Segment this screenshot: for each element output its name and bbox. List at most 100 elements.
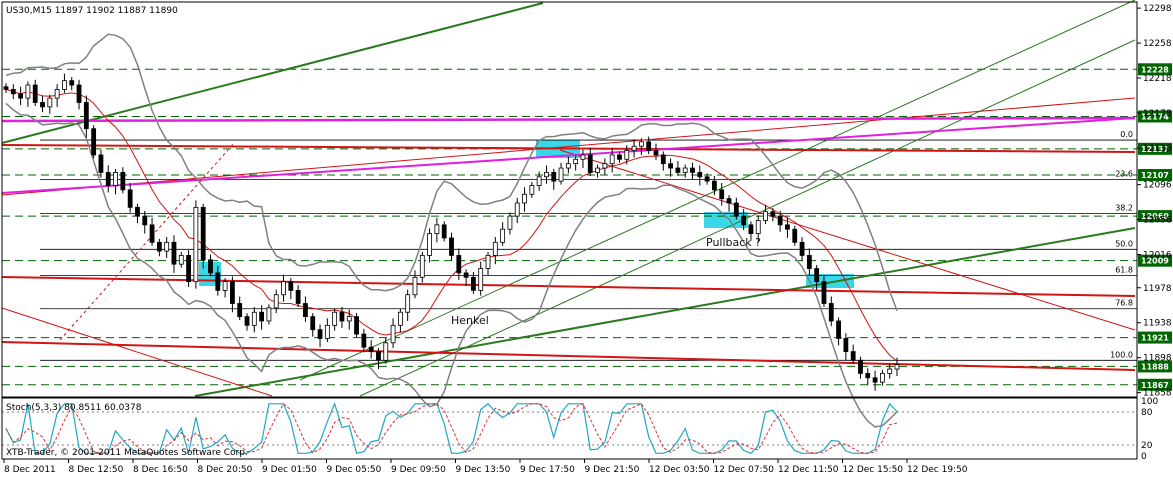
- candle-body: [281, 281, 286, 296]
- candle-body: [507, 215, 513, 230]
- price-tick-label: 12138: [1143, 144, 1172, 154]
- candle-body: [763, 211, 768, 221]
- annotation-henkel: Henkel: [451, 314, 489, 327]
- fibonacci-layer: 0.0 23.6 38.2 50.0 61.8 76.8 100.0: [40, 130, 1137, 361]
- candle-body: [383, 342, 389, 361]
- price-tick-label: 11938: [1143, 319, 1172, 329]
- price-tick-label: 11898: [1143, 354, 1172, 364]
- candle-body: [230, 281, 235, 304]
- fib-label: 100.0: [1110, 350, 1133, 359]
- candle-body: [682, 167, 688, 173]
- candle-body: [98, 154, 104, 173]
- price-tick-label: 11858: [1143, 389, 1172, 399]
- candle-body: [324, 324, 330, 339]
- candle-body: [675, 167, 681, 173]
- candle-body: [397, 311, 403, 326]
- candle-body: [624, 150, 630, 160]
- candle-body: [76, 84, 82, 103]
- stoch-level-label: 20: [1141, 441, 1153, 451]
- candle-body: [390, 324, 396, 344]
- candle-body: [850, 351, 856, 361]
- candle-body: [222, 281, 228, 291]
- time-tick-label: 9 Dec 09:50: [391, 465, 446, 475]
- candle-body: [62, 80, 67, 90]
- magenta-line-2: [1, 117, 1136, 194]
- candle-layer: [3, 73, 900, 391]
- candle-body: [741, 215, 747, 226]
- candle-body: [558, 167, 564, 182]
- candle-body: [251, 311, 257, 326]
- candle-body: [376, 351, 381, 361]
- candle-body: [47, 97, 53, 108]
- price-tick-label: 12178: [1143, 109, 1172, 119]
- candle-body: [514, 202, 520, 217]
- candle-body: [638, 141, 644, 147]
- time-tick-label: 12 Dec 07:50: [714, 465, 775, 475]
- time-tick-label: 9 Dec 21:50: [585, 465, 640, 475]
- candle-body: [135, 206, 140, 217]
- time-tick-label: 8 Dec 20:50: [198, 465, 253, 475]
- stoch-level-label: 80: [1141, 408, 1153, 418]
- candle-body: [690, 167, 695, 173]
- candle-body: [821, 281, 827, 304]
- candle-body: [587, 154, 593, 173]
- candle-body: [113, 172, 118, 186]
- candle-body: [806, 255, 812, 269]
- candle-body: [368, 346, 374, 352]
- candle-body: [719, 189, 725, 200]
- candle-body: [770, 211, 776, 217]
- candle-body: [704, 176, 710, 182]
- candle-body: [595, 167, 600, 173]
- candle-body: [69, 80, 75, 86]
- candle-body: [602, 163, 608, 169]
- candle-body: [105, 172, 111, 186]
- candle-body: [580, 154, 586, 160]
- candle-body: [83, 102, 89, 130]
- candle-body: [3, 86, 9, 90]
- candle-body: [215, 272, 221, 291]
- candle-body: [354, 316, 359, 335]
- candle-body: [208, 259, 213, 274]
- candle-body: [500, 228, 506, 243]
- channel-green-2: [359, 39, 1136, 397]
- time-tick-label: 9 Dec 13:50: [456, 465, 511, 475]
- time-tick-label: 9 Dec 01:50: [262, 465, 317, 475]
- candle-body: [156, 241, 162, 252]
- candle-body: [412, 276, 418, 296]
- candle-body: [266, 307, 272, 322]
- fib-label: 76.8: [1115, 299, 1133, 308]
- price-level-tag: [1138, 254, 1172, 267]
- candle-body: [660, 154, 666, 165]
- price-level-layer: 12228 12174 12137 12107 12060 12009 11921 11888…: [2, 63, 1172, 391]
- candle-body: [441, 224, 447, 239]
- candle-body: [653, 150, 659, 156]
- price-tick-label: 12056: [1143, 216, 1172, 226]
- time-tick-label: 12 Dec 11:50: [778, 465, 839, 475]
- fib-label: 23.6: [1115, 169, 1133, 178]
- candle-body: [127, 189, 133, 208]
- candle-body: [668, 163, 673, 169]
- candle-body: [18, 93, 24, 99]
- price-level-tag: [1138, 331, 1172, 344]
- price-level-label: 11921: [1141, 334, 1169, 343]
- price-level-tag: [1138, 169, 1172, 182]
- candle-body: [551, 172, 557, 182]
- trend-red-thin-3: [1, 307, 273, 397]
- price-level-label: 12009: [1141, 257, 1169, 266]
- trend-red-thin-1: [1, 97, 1136, 196]
- candle-body: [463, 272, 469, 278]
- candle-body: [303, 303, 308, 318]
- candle-body: [631, 145, 637, 151]
- stoch-level-label: 0: [1141, 452, 1147, 462]
- time-tick-label: 12 Dec 03:50: [649, 465, 710, 475]
- time-tick-label: 8 Dec 2011: [4, 465, 56, 475]
- candle-body: [726, 198, 732, 204]
- trend-green-lower: [194, 227, 1136, 397]
- candle-body: [865, 373, 871, 379]
- candle-body: [10, 88, 16, 95]
- fib-label: 50.0: [1115, 239, 1133, 248]
- candle-body: [777, 215, 783, 226]
- candle-body: [894, 364, 900, 370]
